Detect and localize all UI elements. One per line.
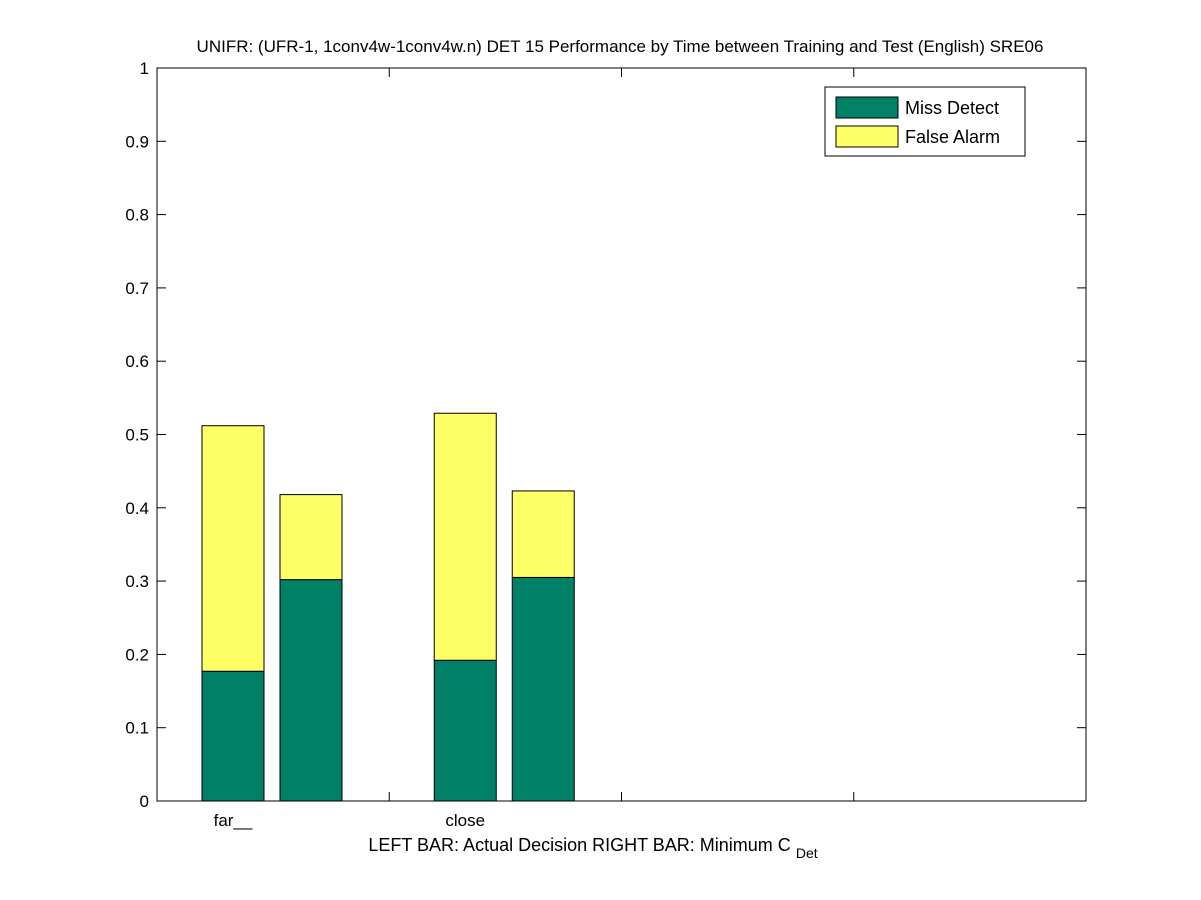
bar-miss-detect [201,670,265,802]
bar-false-alarm [511,490,575,578]
bars-layer [201,412,575,802]
y-tick-label: 1 [140,59,149,78]
y-tick-label: 0.8 [125,206,149,225]
legend-label-miss-detect: Miss Detect [905,98,999,118]
bar-false-alarm [279,494,343,581]
y-tick-label: 0.6 [125,352,149,371]
legend-swatch-miss-detect [835,96,899,119]
plot-area-frame [156,67,1087,802]
legend-swatch-false-alarm [835,125,899,148]
x-axis-label-subscript: Det [796,845,818,861]
bar-false-alarm [201,425,265,672]
bar-miss-detect [433,659,497,802]
bar-false-alarm [433,412,497,661]
bar-miss-detect [279,579,343,802]
y-tick-label: 0.9 [125,132,149,151]
y-tick-label: 0.7 [125,279,149,298]
bar-miss-detect [511,576,575,802]
x-axis-label-main: LEFT BAR: Actual Decision RIGHT BAR: Min… [368,835,790,855]
chart-title: UNIFR: (UFR-1, 1conv4w-1conv4w.n) DET 15… [197,37,1044,56]
y-tick-label: 0.4 [125,499,149,518]
y-axis-ticks: 0 0.1 0.2 0.3 0.4 0.5 0.6 0.7 0.8 0.9 1 [125,59,1086,811]
y-tick-label: 0.1 [125,719,149,738]
x-category-label: close [445,811,485,830]
x-axis-label: LEFT BAR: Actual Decision RIGHT BAR: Min… [368,835,817,861]
y-tick-label: 0.5 [125,426,149,445]
x-category-label: far__ [214,811,253,830]
y-tick-label: 0.2 [125,645,149,664]
y-tick-label: 0 [140,792,149,811]
legend: Miss Detect False Alarm [824,86,1026,157]
y-tick-label: 0.3 [125,572,149,591]
x-category-labels: far__ close [214,811,485,830]
legend-label-false-alarm: False Alarm [905,127,1000,147]
x-axis-ticks [388,68,855,801]
